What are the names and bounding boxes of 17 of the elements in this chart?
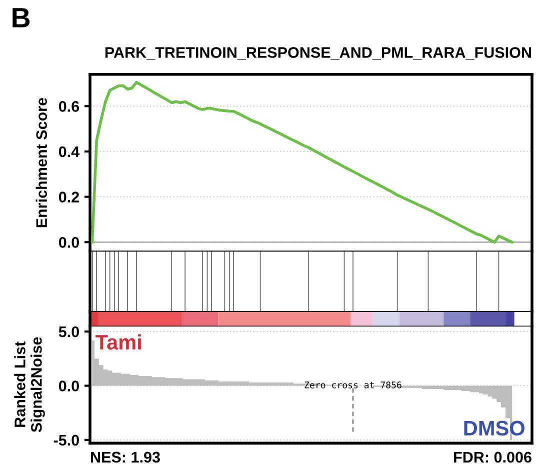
y-axis-title: Ranked List Signal2Noise <box>14 337 45 432</box>
annotation: Zero cross at 7856 <box>304 382 402 388</box>
line-series <box>90 80 514 244</box>
chart-title: PARK_TRETINOIN_RESPONSE_AND_PML_RARA_FUSION <box>105 47 531 60</box>
y-tick-label: 0.4 <box>58 146 80 158</box>
annotation: Tami <box>96 334 141 350</box>
text: FDR: 0.006 <box>454 452 532 463</box>
y-tick-label: 0.6 <box>58 101 80 112</box>
y-tick-label: 0.0 <box>58 380 79 392</box>
y-tick-label: 5.0 <box>58 326 79 338</box>
y-tick-label: -5.0 <box>54 434 79 446</box>
text: NES: 1.93 <box>91 452 160 463</box>
y-axis-title: Enrichment Score <box>36 98 48 228</box>
y-tick-label: 0.2 <box>58 192 79 203</box>
annotation: DMSO <box>464 420 524 436</box>
y-tick-label: 0.0 <box>58 237 79 248</box>
text: B <box>12 8 30 28</box>
